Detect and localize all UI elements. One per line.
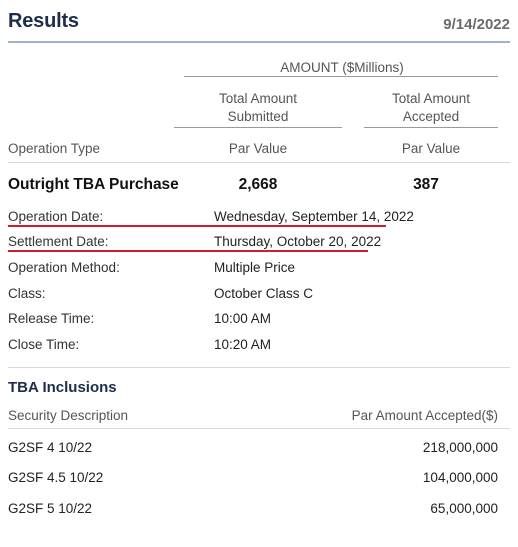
- operation-method-label: Operation Method:: [8, 260, 120, 275]
- class-label: Class:: [8, 286, 46, 301]
- close-time-label: Close Time:: [8, 337, 80, 352]
- inclusion-security-2: G2SF 4.5 10/22: [8, 470, 104, 485]
- submitted-header-line2: Submitted: [227, 109, 289, 124]
- inclusions-header-divider: [8, 428, 510, 429]
- release-time-value: 10:00 AM: [214, 311, 272, 326]
- details-divider: [8, 367, 510, 368]
- release-time-label: Release Time:: [8, 311, 95, 326]
- settlement-date-value: Thursday, October 20, 2022: [214, 234, 382, 249]
- header-divider: [8, 41, 510, 43]
- submitted-header-line1: Total Amount: [218, 91, 298, 106]
- inclusion-amount-2: 104,000,000: [422, 470, 498, 485]
- class-value: October Class C: [214, 286, 314, 301]
- inclusion-security-3: G2SF 5 10/22: [8, 501, 93, 516]
- header-row-divider: [8, 162, 510, 163]
- results-date: 9/14/2022: [443, 16, 510, 33]
- par-amount-accepted-header: Par Amount Accepted($): [351, 408, 498, 423]
- inclusion-amount-1: 218,000,000: [422, 440, 498, 455]
- accepted-header-line2: Accepted: [402, 109, 460, 124]
- submitted-header-rule: [174, 127, 342, 128]
- operation-type-header: Operation Type: [8, 141, 101, 156]
- total-accepted-value: 387: [413, 176, 439, 193]
- inclusion-amount-3: 65,000,000: [430, 501, 498, 516]
- amount-group-rule: [184, 76, 498, 77]
- accepted-header-line1: Total Amount: [391, 91, 471, 106]
- operation-date-label: Operation Date:: [8, 209, 104, 224]
- security-description-header: Security Description: [8, 408, 129, 423]
- total-submitted-value: 2,668: [238, 176, 278, 193]
- tba-inclusions-title: TBA Inclusions: [8, 379, 117, 396]
- par-value-header-accepted: Par Value: [401, 141, 461, 156]
- settlement-date-underline: [8, 250, 368, 252]
- operation-date-value: Wednesday, September 14, 2022: [214, 209, 414, 224]
- amount-group-header: AMOUNT ($Millions): [280, 60, 404, 75]
- par-value-header-submitted: Par Value: [228, 141, 288, 156]
- inclusion-security-1: G2SF 4 10/22: [8, 440, 93, 455]
- accepted-header-rule: [364, 127, 498, 128]
- page-title: Results: [8, 10, 79, 32]
- operation-name: Outright TBA Purchase: [8, 176, 179, 193]
- settlement-date-label: Settlement Date:: [8, 234, 109, 249]
- close-time-value: 10:20 AM: [214, 337, 272, 352]
- operation-method-value: Multiple Price: [214, 260, 296, 275]
- operation-date-underline: [8, 225, 386, 227]
